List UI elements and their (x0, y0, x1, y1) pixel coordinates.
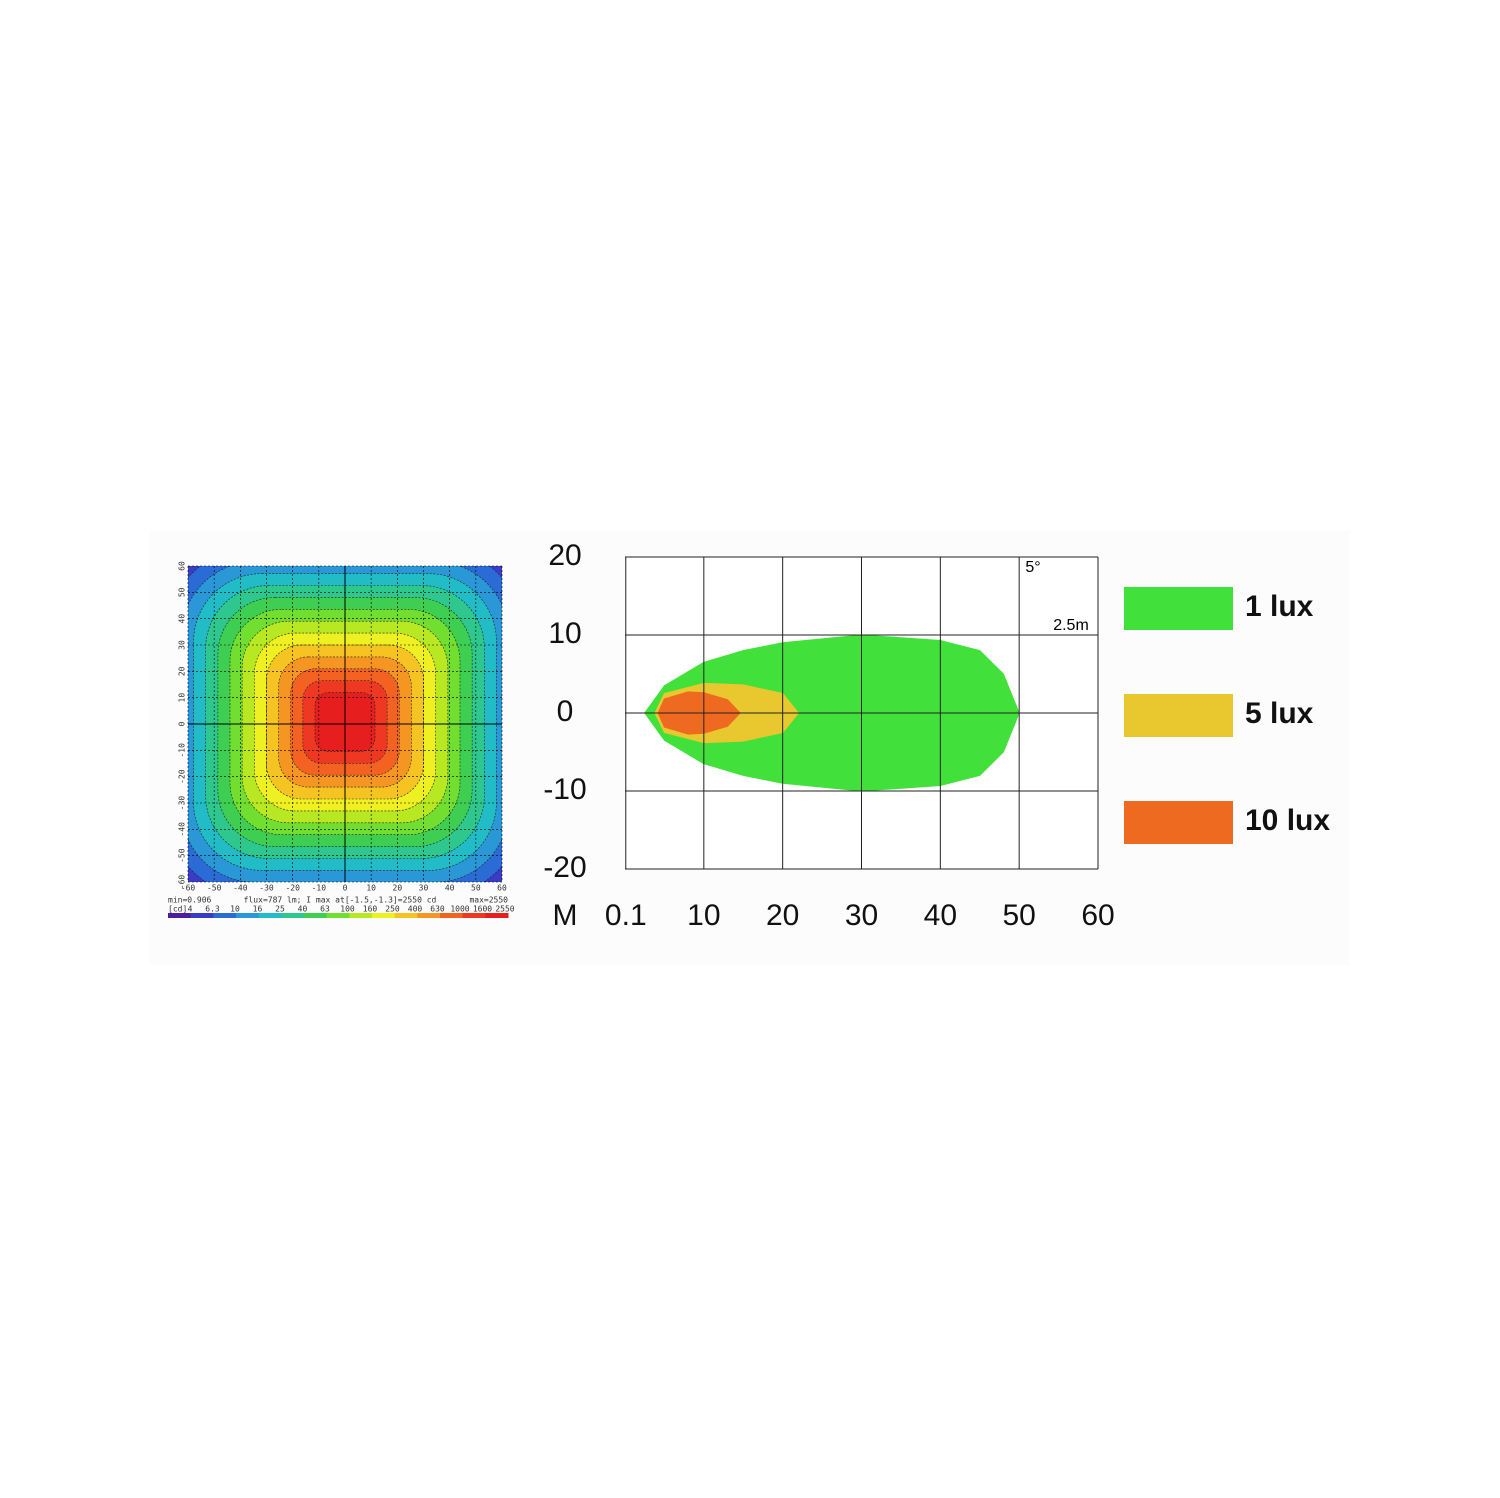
colorbar-tick-label: 160 (363, 905, 378, 914)
colorbar-cell (394, 913, 418, 918)
colorbar-tick-label: 40 (298, 905, 308, 914)
legend-swatch (1124, 587, 1233, 630)
x-tick-label: -30 (259, 884, 274, 893)
colorbar-tick-label: 10 (230, 905, 240, 914)
x-tick-label: 0.1 (605, 899, 647, 932)
y-tick-label: 30 (178, 640, 187, 650)
x-tick-label: 40 (924, 899, 957, 932)
colorbar-cell (440, 913, 464, 918)
y-tick-label: 0 (178, 721, 187, 726)
colorbar-tick-label: 4 (188, 905, 193, 914)
colorbar-cell (372, 913, 396, 918)
colorbar-tick-label: 1000 (450, 905, 469, 914)
y-tick-label: 0 (557, 695, 574, 728)
annotation: flux=787 lm; I max at[-1.5,-1.3]=2550 cd (244, 896, 437, 905)
x-tick-label: 30 (845, 899, 878, 932)
x-tick-label: 20 (393, 884, 403, 893)
x-tick-label: 50 (1002, 899, 1035, 932)
y-tick-label: 20 (178, 666, 187, 676)
annotation: 2.5m (1053, 617, 1089, 634)
y-tick-label: -50 (178, 848, 187, 863)
x-tick-label: -50 (207, 884, 222, 893)
x-tick-label: 10 (366, 884, 376, 893)
colorbar-cell (281, 913, 305, 918)
legend-label: 10 lux (1245, 804, 1330, 837)
colorbar-tick-label: 16 (253, 905, 263, 914)
x-axis-label: M (553, 899, 578, 932)
colorbar-cell (190, 913, 214, 918)
colorbar-tick-label: 250 (385, 905, 400, 914)
y-tick-label: -10 (178, 743, 187, 758)
colorbar-tick-label: 6.3 (205, 905, 220, 914)
y-tick-label: 40 (178, 614, 187, 624)
colorbar-label: [cd] (168, 905, 187, 914)
y-tick-label: 60 (178, 561, 187, 571)
colorbar-cell (213, 913, 237, 918)
colorbar-cell (304, 913, 328, 918)
y-tick-label: -10 (543, 773, 586, 806)
colorbar-tick-label: 1600 (473, 905, 492, 914)
colorbar-tick-label: 100 (340, 905, 355, 914)
x-tick-label: 60 (1081, 899, 1114, 932)
y-tick-label: -20 (543, 851, 586, 884)
y-tick-label: 10 (178, 693, 187, 703)
colorbar-cell (326, 913, 350, 918)
colorbar-tick-label: 630 (430, 905, 445, 914)
colorbar-cell (258, 913, 282, 918)
y-tick-label: -40 (178, 822, 187, 837)
annotation: min=0.906 (168, 896, 212, 905)
x-tick-label: 60 (497, 884, 507, 893)
colorbar-cell (236, 913, 260, 918)
x-tick-label: 10 (687, 899, 720, 932)
colorbar-cell (462, 913, 486, 918)
colorbar-cell (349, 913, 373, 918)
y-tick-label: -60 (178, 875, 187, 890)
annotation: 5° (1025, 559, 1040, 576)
x-tick-label: 40 (445, 884, 455, 893)
annotation: max=2550 (469, 896, 508, 905)
y-tick-label: 50 (178, 587, 187, 597)
x-tick-label: -20 (285, 884, 300, 893)
colorbar-tick-label: 25 (275, 905, 285, 914)
colorbar-tick-label: 63 (320, 905, 330, 914)
x-tick-label: 30 (419, 884, 429, 893)
legend-label: 1 lux (1245, 590, 1314, 623)
colorbar-cell (485, 913, 509, 918)
x-tick-label: -40 (233, 884, 248, 893)
legend-label: 5 lux (1245, 697, 1314, 730)
legend-swatch (1124, 694, 1233, 737)
y-tick-label: 10 (548, 617, 581, 650)
colorbar-tick-label: 2550 (495, 905, 514, 914)
y-tick-label: 20 (548, 539, 581, 572)
x-tick-label: -60 (181, 884, 196, 893)
colorbar-cell (168, 913, 192, 918)
x-tick-label: 20 (766, 899, 799, 932)
x-tick-label: 0 (343, 884, 348, 893)
y-tick-label: -30 (178, 796, 187, 811)
legend-swatch (1124, 801, 1233, 844)
x-tick-label: 50 (471, 884, 481, 893)
x-tick-label: -10 (312, 884, 327, 893)
colorbar-cell (417, 913, 441, 918)
colorbar-tick-label: 400 (408, 905, 423, 914)
y-tick-label: -20 (178, 769, 187, 784)
